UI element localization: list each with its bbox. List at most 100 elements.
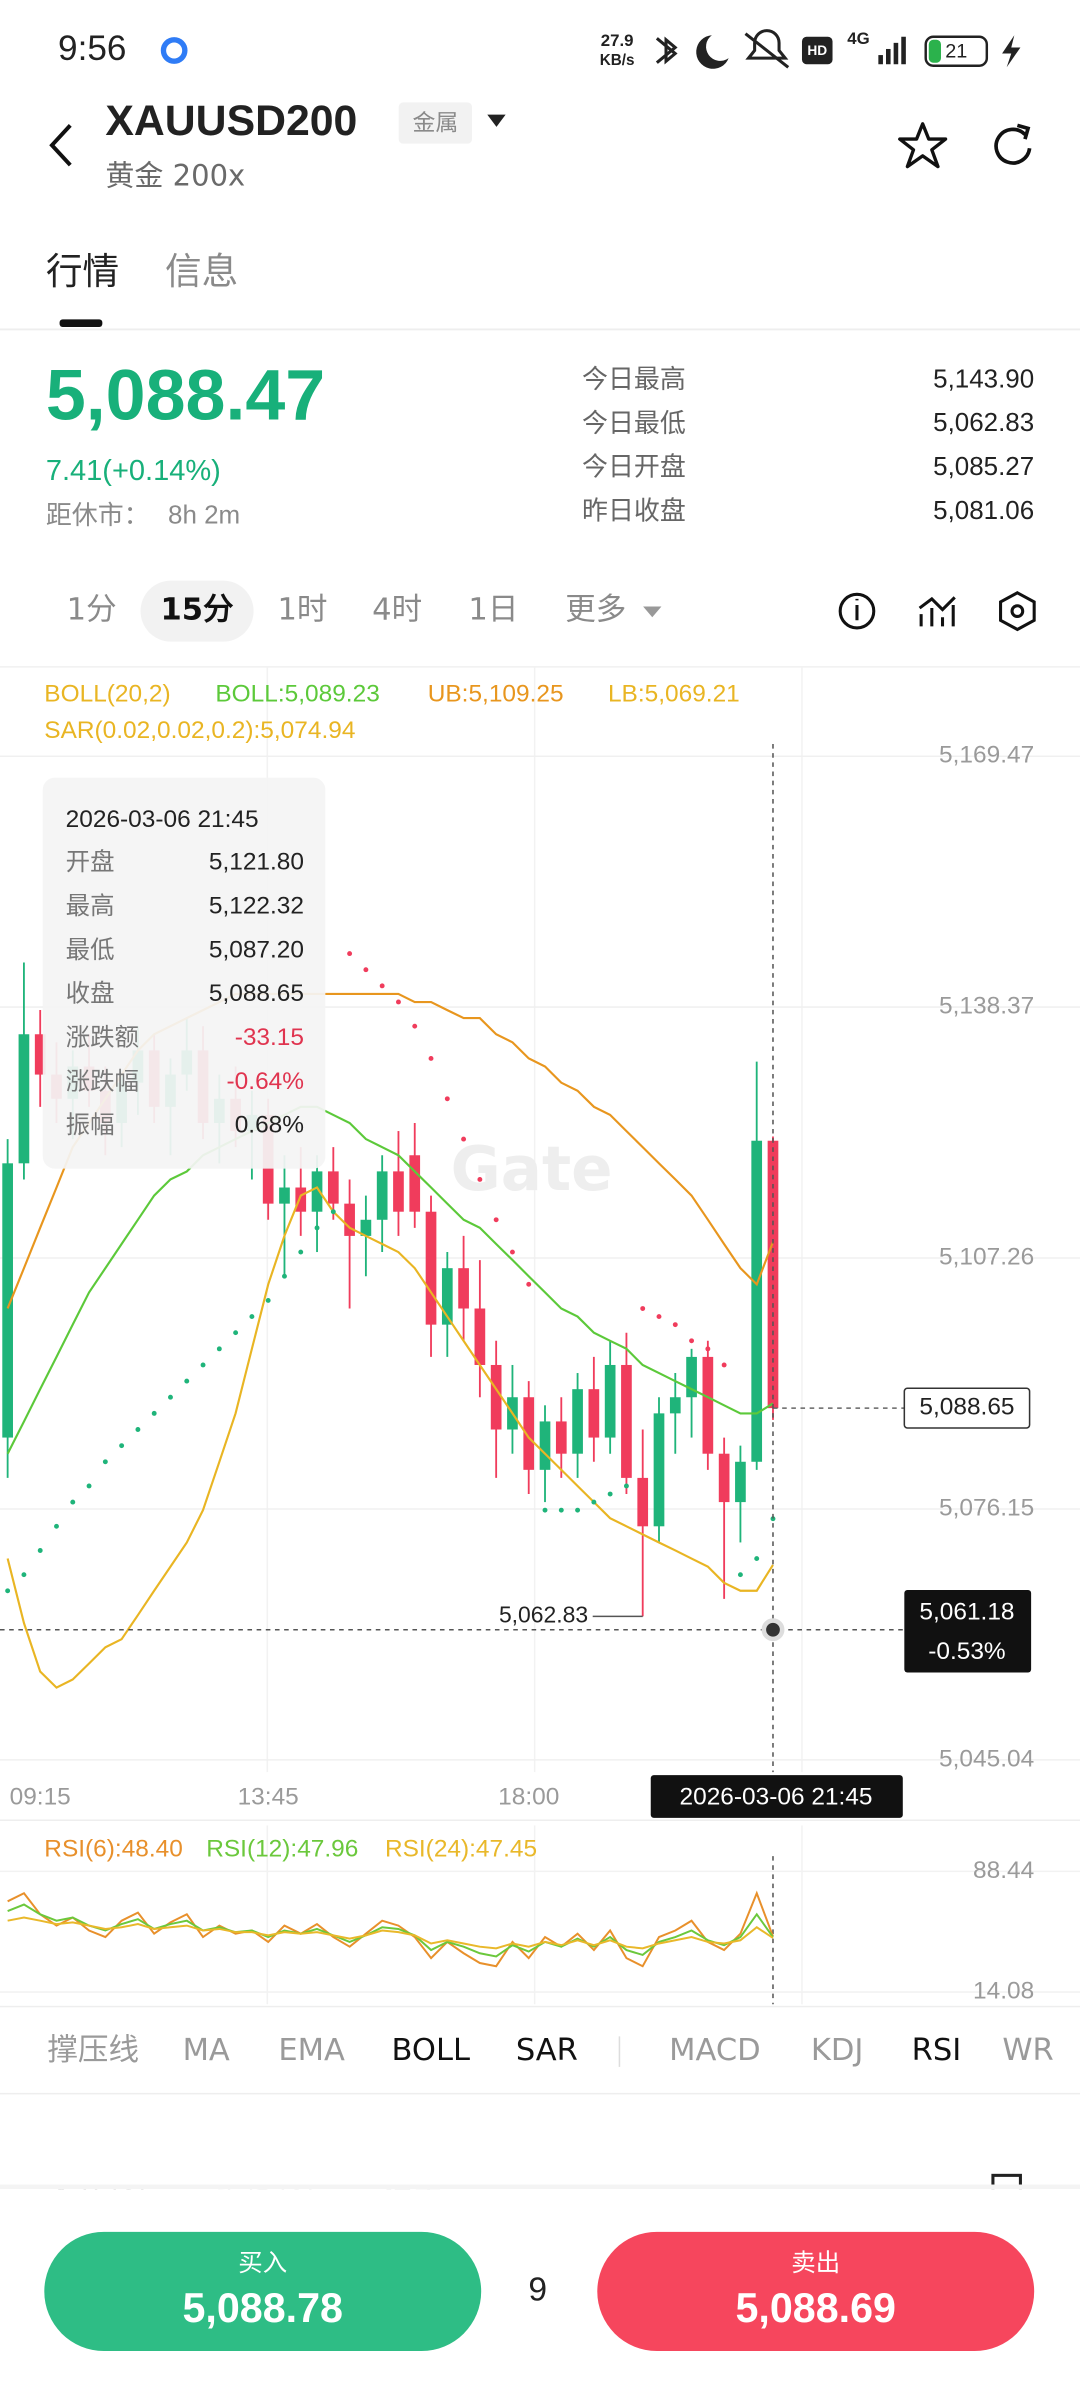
tooltip-value: 5,088.65	[209, 980, 304, 1007]
candle-body	[637, 1477, 649, 1527]
info-button[interactable]	[838, 592, 876, 630]
sar-dot	[558, 1507, 564, 1513]
candle-body	[490, 1364, 502, 1430]
buy-button[interactable]	[44, 2231, 482, 2352]
more-dropdown[interactable]	[643, 606, 662, 618]
indicator-tab[interactable]: MACD	[669, 2033, 761, 2068]
sar-dot	[770, 1516, 776, 1522]
tag-badge	[398, 102, 473, 144]
panel-shadow	[0, 2184, 1080, 2190]
tooltip	[42, 777, 326, 1169]
tooltip-value: 5,121.80	[209, 849, 304, 876]
indicator-tab[interactable]: RSI	[912, 2033, 962, 2068]
legend-item: RSI(12):47.96	[206, 1835, 358, 1862]
tooltip-label: 最高	[66, 891, 115, 920]
back-button[interactable]	[49, 123, 72, 167]
sar-dot	[298, 1249, 304, 1255]
sar-dot	[21, 1572, 27, 1578]
last-close-label: 5,088.65	[919, 1394, 1014, 1421]
divider	[0, 328, 1080, 331]
indicator-line	[7, 1903, 774, 1958]
candle-body	[474, 1308, 486, 1365]
indicator-tab[interactable]: WR	[1002, 2033, 1053, 2068]
indicator-line	[7, 1916, 774, 1950]
candle-body	[572, 1389, 583, 1454]
battery-icon	[924, 35, 989, 67]
bluetooth-icon	[655, 36, 678, 65]
favorite-button[interactable]	[898, 122, 948, 169]
indicator-tab[interactable]: EMA	[278, 2033, 345, 2068]
candle-body	[2, 1163, 13, 1438]
share-button[interactable]	[994, 123, 1032, 165]
indicator-button[interactable]	[918, 596, 956, 627]
sar-dot	[493, 1217, 499, 1223]
sar-dot	[314, 1225, 320, 1231]
sar-dot	[70, 1499, 76, 1505]
indicator-tab[interactable]: 撑压线	[47, 2033, 139, 2068]
sar-dot	[151, 1410, 157, 1416]
app-icon	[160, 37, 188, 64]
sar-dot	[86, 1483, 92, 1489]
sar-dot	[623, 1483, 629, 1489]
leverage[interactable]: 9	[528, 2271, 547, 2308]
tooltip-label: 开盘	[66, 847, 115, 876]
candle-body	[621, 1364, 632, 1478]
interval[interactable]: 1时	[277, 593, 327, 628]
tooltip-value: 5,087.20	[209, 936, 304, 963]
interval[interactable]: 1分	[67, 593, 117, 628]
tooltip-label: 收盘	[66, 979, 115, 1008]
candle-body	[555, 1421, 567, 1454]
candle-body	[718, 1453, 730, 1503]
tooltip-value: 0.68%	[235, 1112, 304, 1139]
settings-glyph	[1010, 604, 1025, 618]
crosshair-change: -0.53%	[928, 1638, 1005, 1665]
sar-dot	[265, 1297, 271, 1303]
indicator-tab[interactable]: MA	[183, 2033, 230, 2068]
settings-button[interactable]	[999, 591, 1036, 632]
indicator-title: BOLL(20,2)	[44, 681, 170, 708]
sell-button[interactable]	[597, 2231, 1035, 2352]
legend-item: UB:5,109.25	[428, 681, 564, 708]
sar-dot	[689, 1338, 695, 1344]
tab-separator	[618, 2036, 621, 2067]
divider	[0, 2005, 1080, 2008]
sar-dot	[737, 1572, 743, 1578]
legend-item: RSI(24):47.45	[385, 1835, 537, 1862]
candle-body	[653, 1413, 665, 1527]
sar-dot	[282, 1273, 287, 1279]
subtitle: 黄金 200x	[105, 158, 245, 192]
stat-value: 5,085.27	[933, 451, 1034, 481]
candle-body	[523, 1397, 535, 1470]
sar-dot	[396, 999, 401, 1005]
battery-level	[928, 39, 941, 63]
stat-label: 昨日收盘	[582, 496, 686, 526]
interval[interactable]: 更多	[565, 593, 626, 628]
indicator-tab[interactable]: BOLL	[392, 2033, 471, 2068]
charging-icon	[1002, 35, 1021, 68]
indicator-line	[6, 1105, 774, 1455]
hd-label: HD	[807, 43, 827, 58]
interval[interactable]: 1日	[468, 593, 518, 628]
tab-indicator	[59, 319, 103, 327]
candle-body	[393, 1171, 404, 1212]
interval[interactable]: 4时	[372, 593, 422, 628]
indicator-tab[interactable]: KDJ	[811, 2033, 864, 2068]
candle-body	[539, 1421, 551, 1470]
tooltip-value: 5,122.32	[209, 892, 304, 919]
candle-body	[751, 1140, 763, 1462]
interval[interactable]: 15分	[161, 593, 235, 628]
buy-label: 买入	[238, 2248, 287, 2277]
status-speed: 27.9	[601, 31, 634, 50]
indicator-tab[interactable]: SAR	[516, 2033, 578, 2068]
sar-dot	[542, 1507, 548, 1513]
signal-icon	[878, 36, 906, 65]
sar-dot	[102, 1459, 108, 1465]
sar-dot	[249, 1314, 255, 1320]
sar-dot	[754, 1556, 760, 1562]
tab[interactable]: 信息	[165, 250, 238, 293]
countdown-label: 距休市：	[46, 501, 150, 531]
crosshair-point	[761, 1618, 785, 1642]
tab[interactable]: 行情	[46, 250, 119, 293]
symbol-dropdown[interactable]	[487, 114, 506, 127]
